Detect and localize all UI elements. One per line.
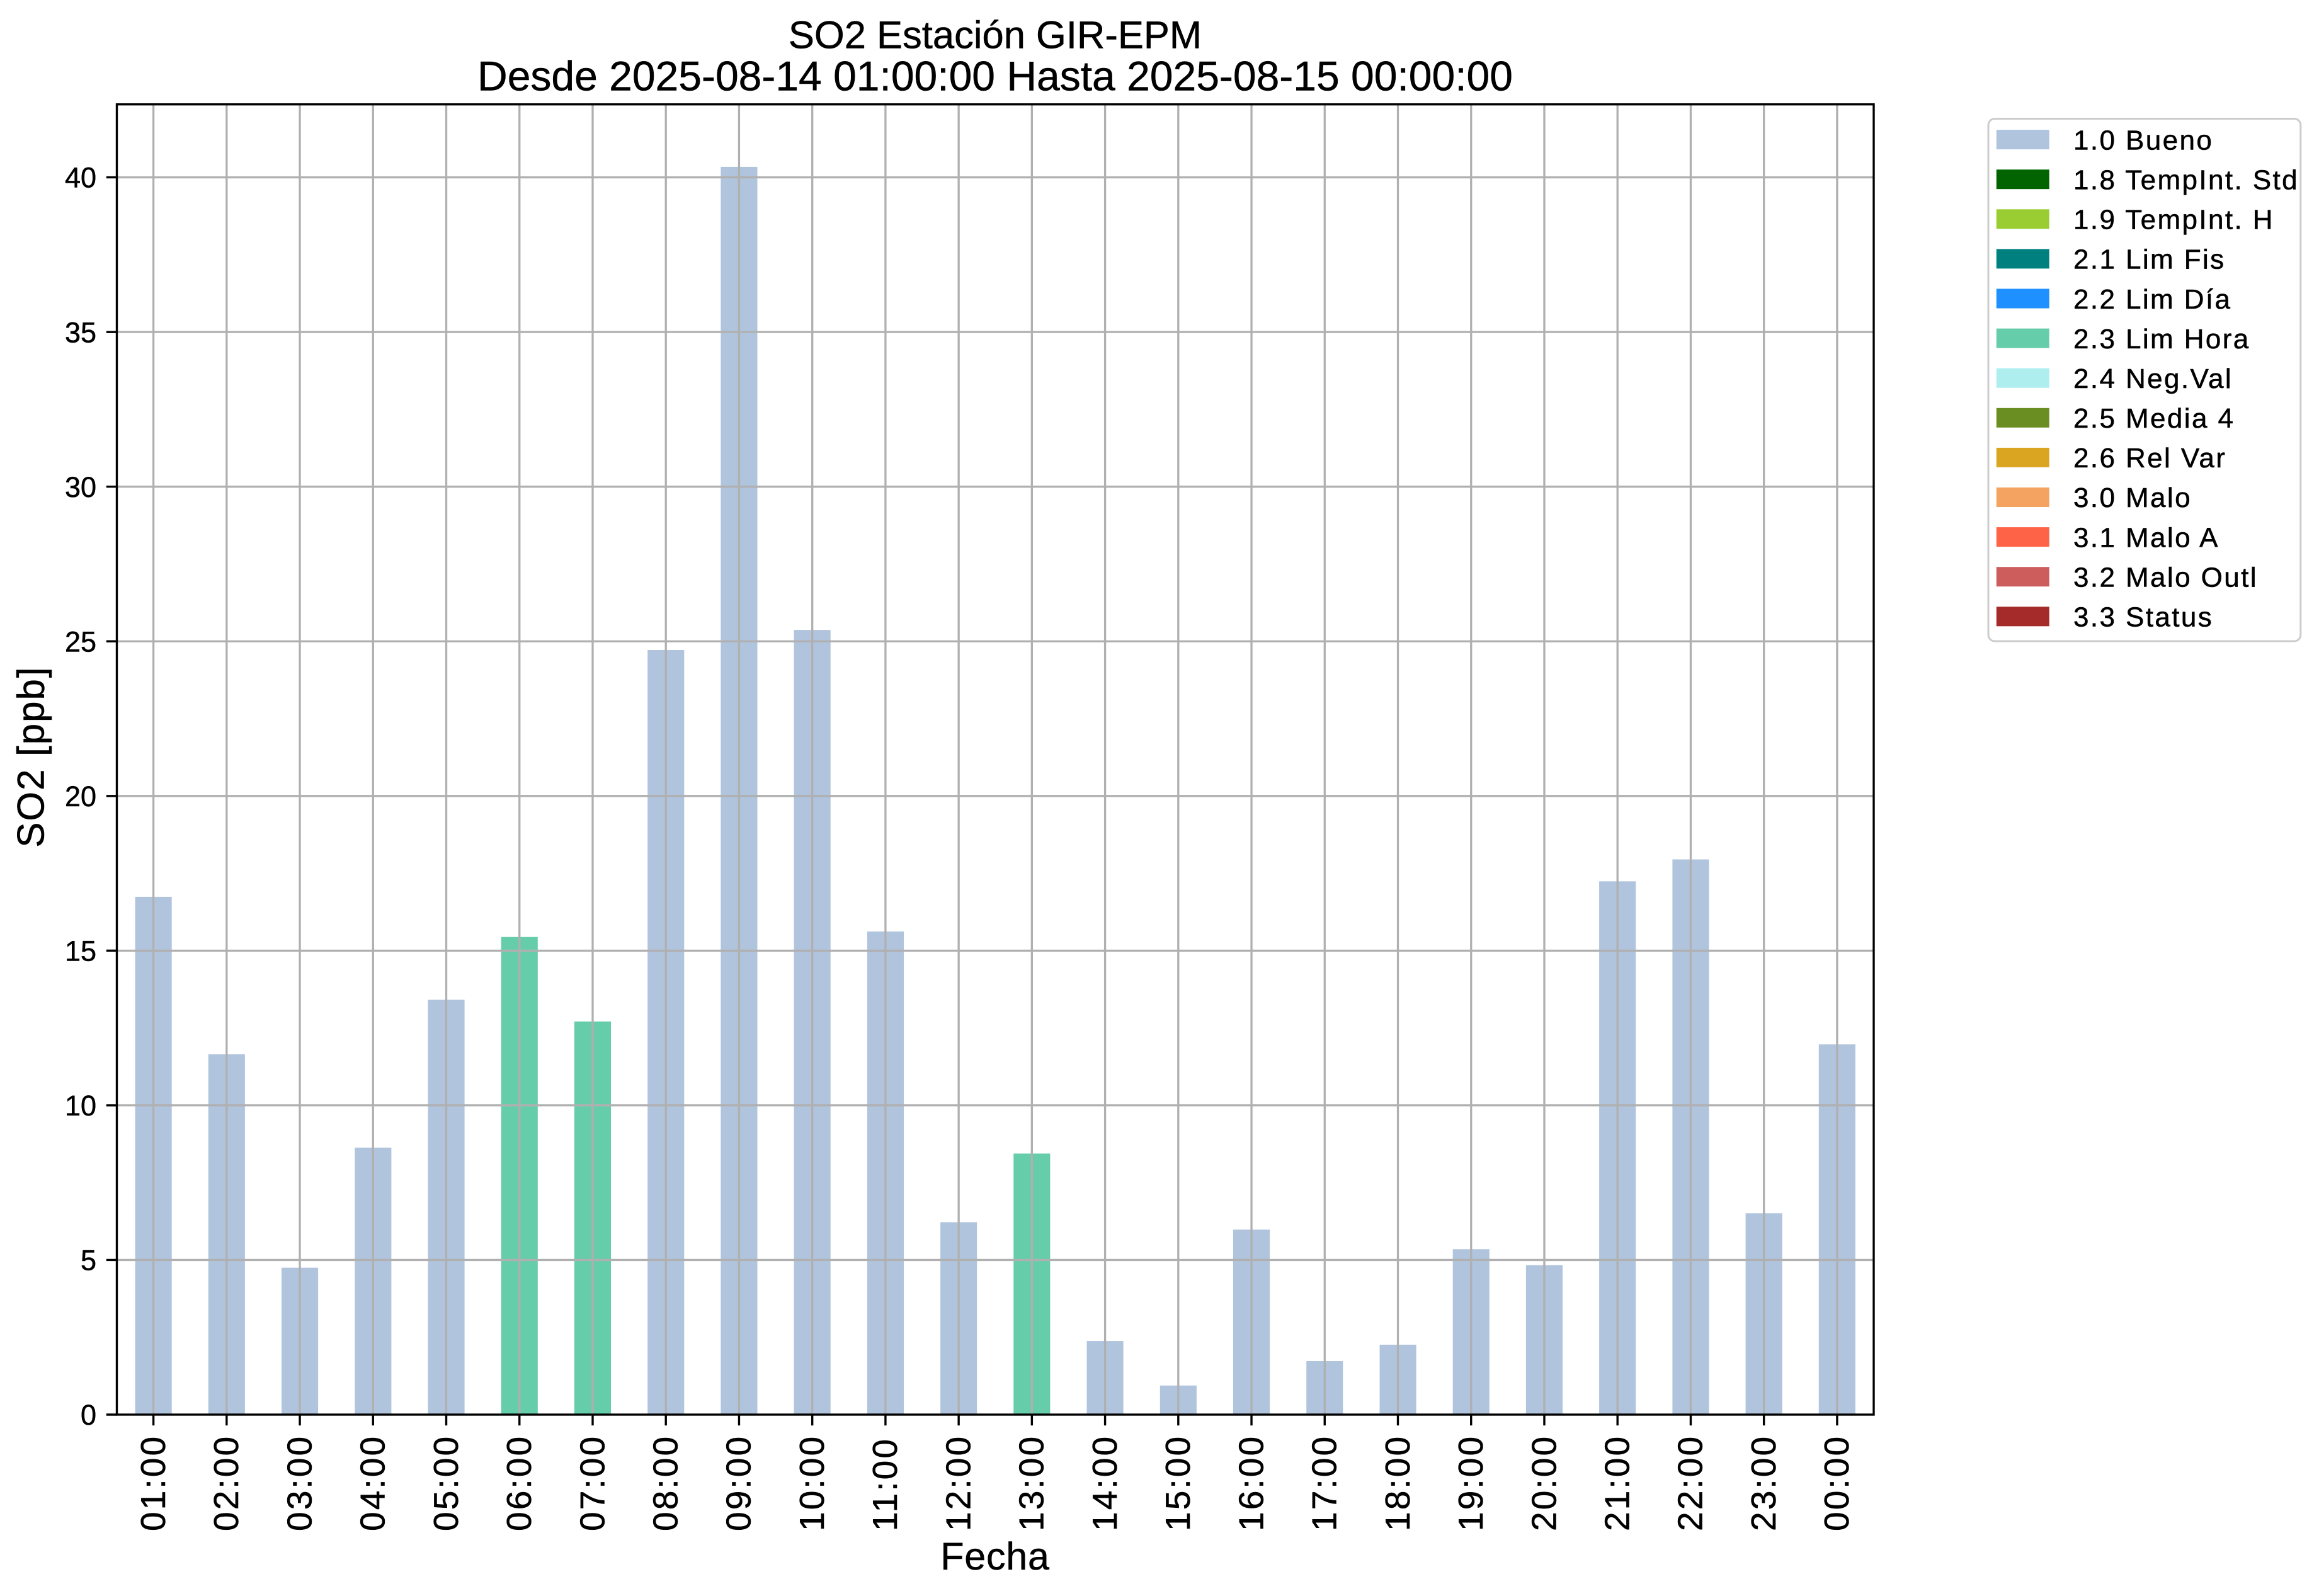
svg-text:2.3 Lim Hora: 2.3 Lim Hora xyxy=(2073,324,2250,355)
svg-text:3.1 Malo A: 3.1 Malo A xyxy=(2073,522,2219,553)
svg-text:10:00: 10:00 xyxy=(792,1435,831,1531)
svg-text:40: 40 xyxy=(65,162,96,194)
svg-text:2.1 Lim Fis: 2.1 Lim Fis xyxy=(2073,244,2226,275)
svg-text:17:00: 17:00 xyxy=(1305,1435,1344,1531)
svg-text:SO2 Estación GIR-EPM: SO2 Estación GIR-EPM xyxy=(789,14,1202,57)
svg-text:13:00: 13:00 xyxy=(1012,1435,1051,1531)
svg-text:3.0 Malo: 3.0 Malo xyxy=(2073,482,2192,513)
svg-text:12:00: 12:00 xyxy=(938,1435,977,1531)
svg-text:1.8 TempInt. Std: 1.8 TempInt. Std xyxy=(2073,164,2299,195)
svg-text:00:00: 00:00 xyxy=(1817,1435,1856,1531)
svg-text:01:00: 01:00 xyxy=(134,1435,173,1531)
svg-text:15: 15 xyxy=(65,935,96,967)
svg-text:3.3 Status: 3.3 Status xyxy=(2073,602,2213,633)
svg-text:16:00: 16:00 xyxy=(1231,1435,1270,1531)
svg-text:2.4 Neg.Val: 2.4 Neg.Val xyxy=(2073,363,2233,394)
svg-text:2.5 Media 4: 2.5 Media 4 xyxy=(2073,403,2235,434)
svg-text:14:00: 14:00 xyxy=(1085,1435,1124,1531)
svg-text:5: 5 xyxy=(81,1245,96,1277)
svg-text:25: 25 xyxy=(65,625,96,658)
svg-text:1.0 Bueno: 1.0 Bueno xyxy=(2073,125,2213,156)
svg-text:04:00: 04:00 xyxy=(353,1435,392,1531)
svg-text:08:00: 08:00 xyxy=(646,1435,685,1531)
svg-text:2.2 Lim Día: 2.2 Lim Día xyxy=(2073,284,2231,315)
svg-text:30: 30 xyxy=(65,471,96,503)
svg-text:02:00: 02:00 xyxy=(207,1435,246,1531)
svg-text:23:00: 23:00 xyxy=(1744,1435,1783,1531)
svg-text:19:00: 19:00 xyxy=(1451,1435,1490,1531)
svg-text:10: 10 xyxy=(65,1090,96,1122)
svg-text:18:00: 18:00 xyxy=(1378,1435,1417,1531)
svg-text:06:00: 06:00 xyxy=(499,1435,538,1531)
svg-text:1.9 TempInt. H: 1.9 TempInt. H xyxy=(2073,205,2274,236)
svg-text:15:00: 15:00 xyxy=(1158,1435,1197,1531)
svg-text:20:00: 20:00 xyxy=(1524,1435,1563,1531)
svg-text:3.2 Malo Outl: 3.2 Malo Outl xyxy=(2073,562,2258,593)
svg-text:SO2 [ppb]: SO2 [ppb] xyxy=(10,666,52,847)
svg-text:05:00: 05:00 xyxy=(426,1435,465,1531)
svg-text:0: 0 xyxy=(81,1399,96,1431)
svg-text:Fecha: Fecha xyxy=(940,1535,1050,1578)
svg-text:35: 35 xyxy=(65,316,96,348)
svg-text:03:00: 03:00 xyxy=(280,1435,319,1531)
svg-text:2.6 Rel Var: 2.6 Rel Var xyxy=(2073,443,2226,474)
svg-text:07:00: 07:00 xyxy=(573,1435,612,1531)
svg-text:09:00: 09:00 xyxy=(719,1435,758,1531)
svg-text:22:00: 22:00 xyxy=(1671,1435,1710,1531)
svg-text:Desde 2025-08-14 01:00:00 Hast: Desde 2025-08-14 01:00:00 Hasta 2025-08-… xyxy=(477,52,1513,99)
svg-text:20: 20 xyxy=(65,780,96,812)
svg-text:21:00: 21:00 xyxy=(1598,1435,1637,1531)
svg-text:11:00: 11:00 xyxy=(865,1437,904,1531)
